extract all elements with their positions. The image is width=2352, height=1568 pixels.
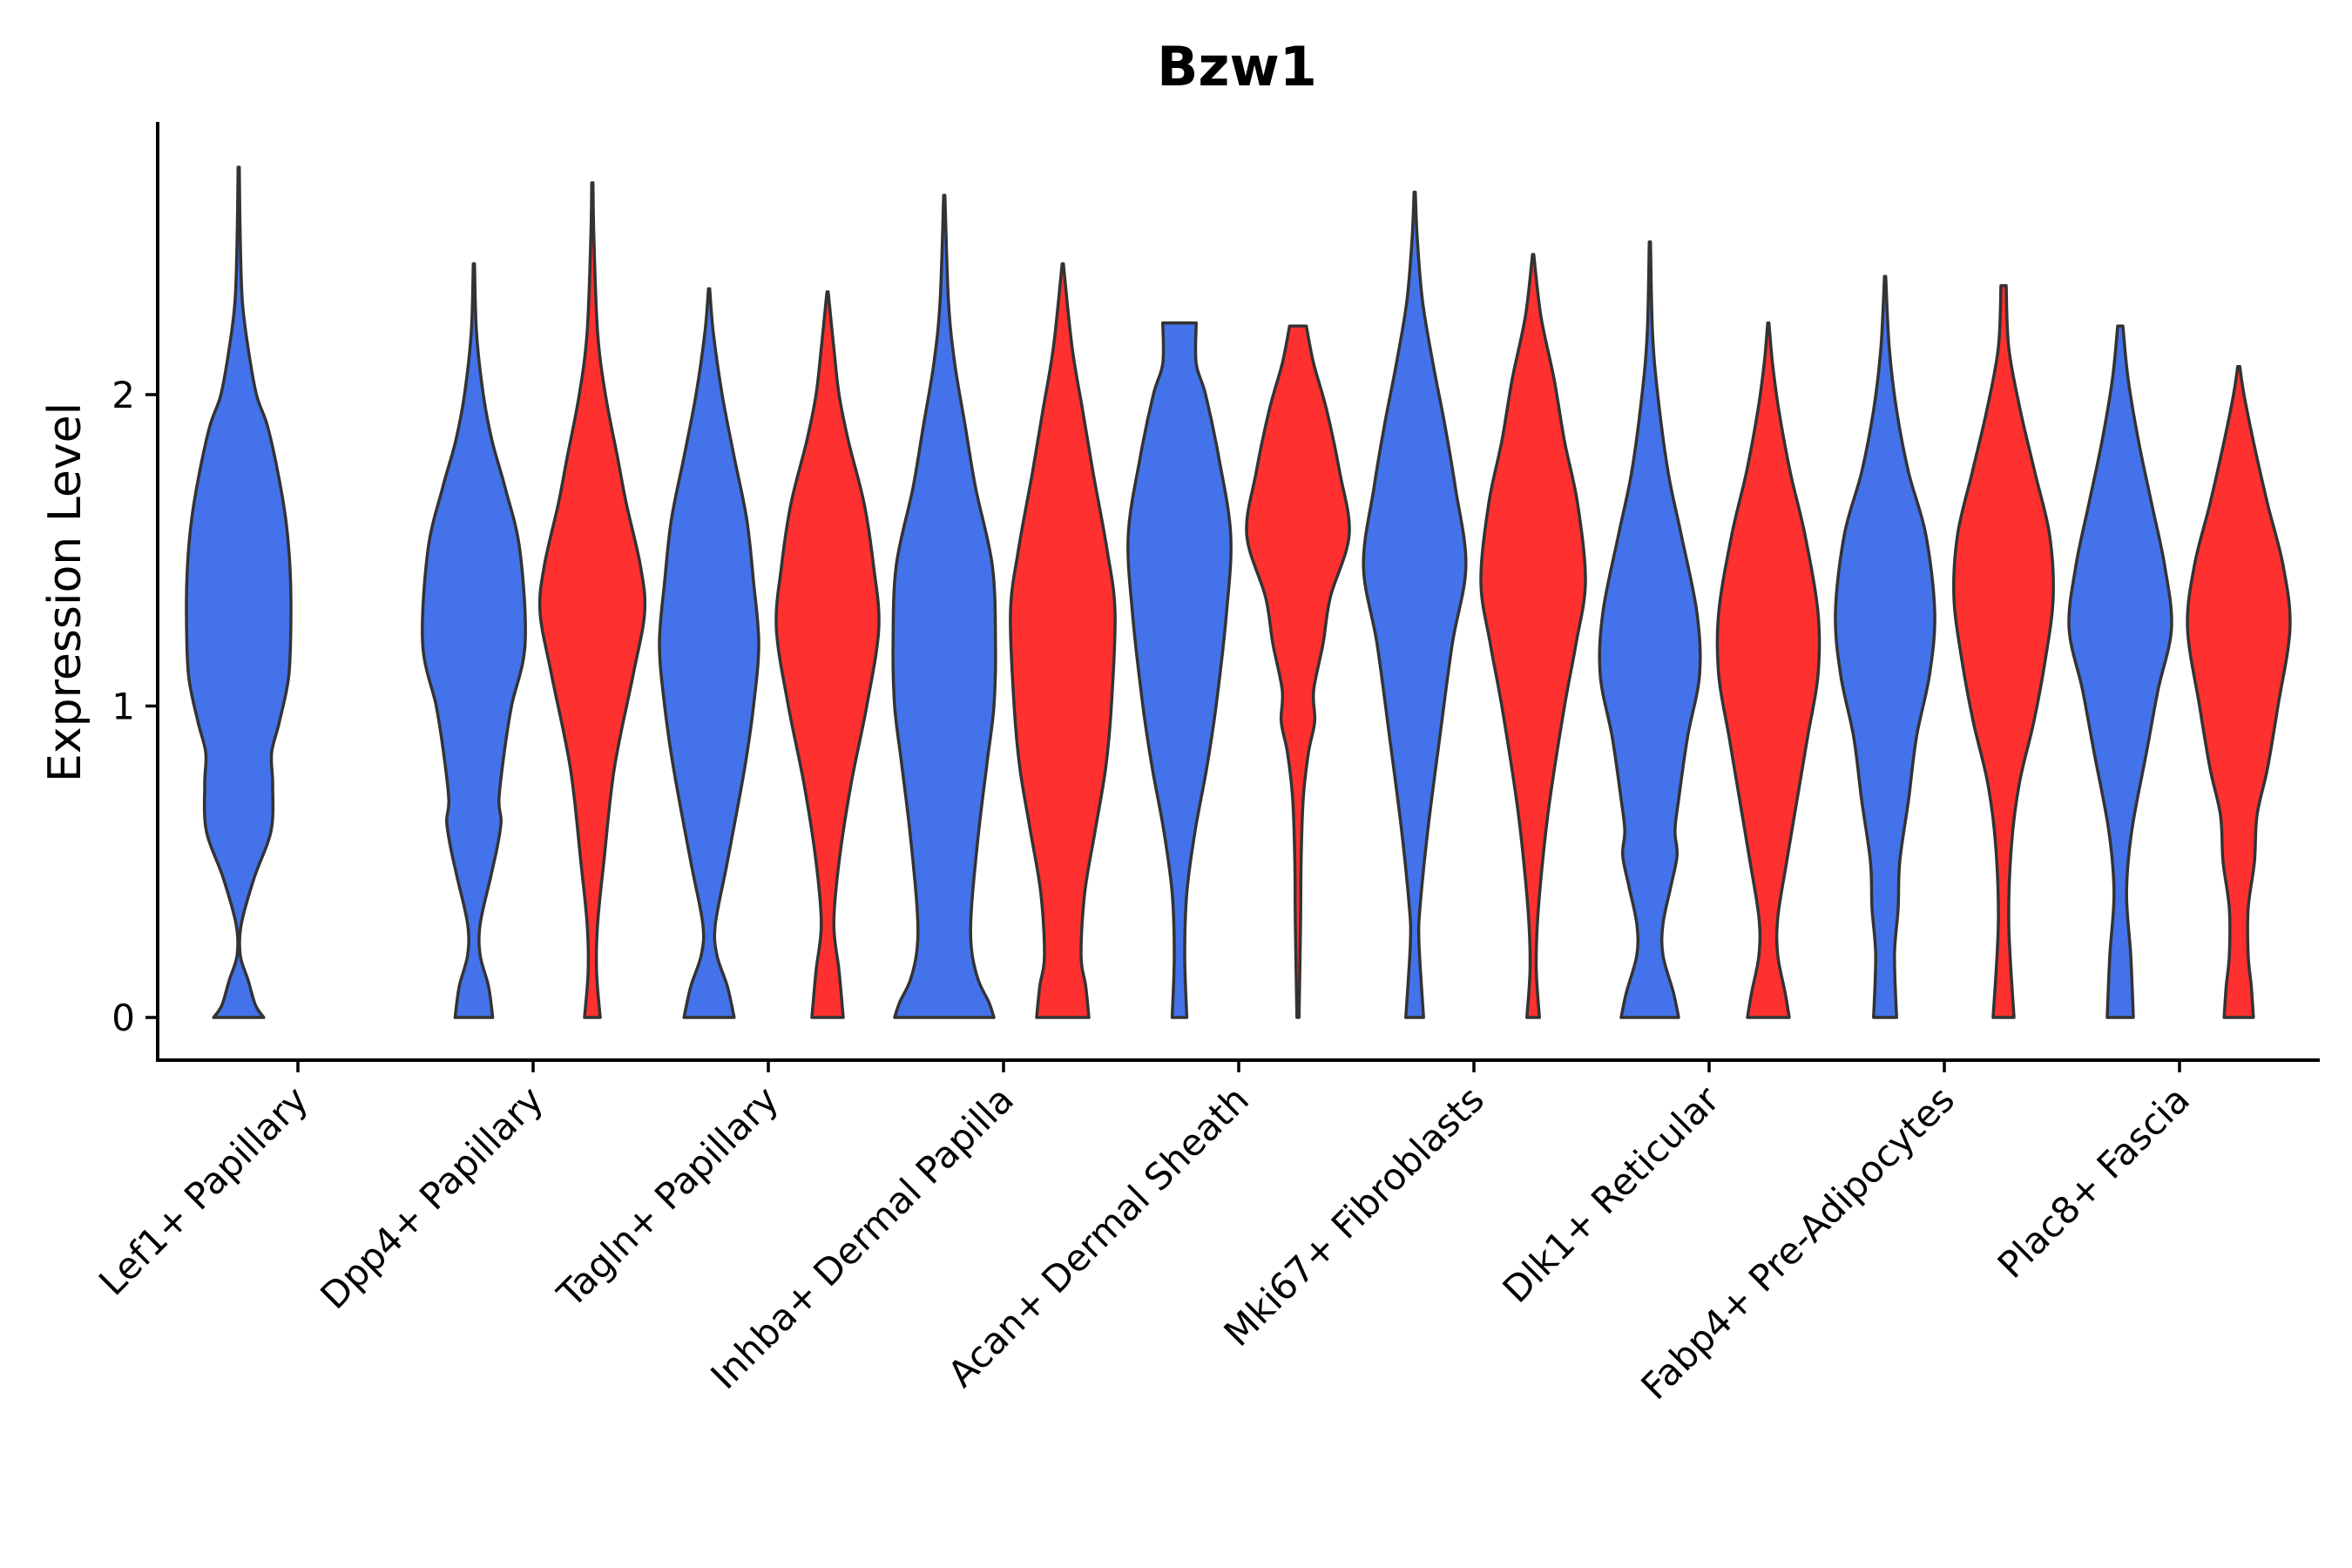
violin-dpp4-plus-papillary-group2 <box>537 181 647 1019</box>
y-tick-label: 1 <box>112 686 135 728</box>
y-tick-label: 2 <box>112 374 135 416</box>
violin-mki67-plus-fibroblasts-group1 <box>1362 190 1468 1019</box>
y-tick-label: 0 <box>112 997 135 1039</box>
x-tick-label-lef1-plus-papillary: Lef1+ Papillary <box>91 1078 316 1303</box>
y-axis-label: Expression Level <box>39 402 91 782</box>
violin-fabp4-plus-pre-adipocytes-group2 <box>1952 284 2055 1019</box>
violin-tagln-plus-papillary-group2 <box>774 290 881 1019</box>
violin-layer <box>185 166 2292 1019</box>
violin-plac8-plus-fascia-group1 <box>2067 324 2173 1019</box>
x-tick-label-mki67-plus-fibroblasts: Mki67+ Fibroblasts <box>1216 1078 1492 1354</box>
x-tick-label-dlk1-plus-reticular: Dlk1+ Reticular <box>1495 1078 1728 1311</box>
x-tick-label-dpp4-plus-papillary: Dpp4+ Papillary <box>312 1078 551 1317</box>
violin-fabp4-plus-pre-adipocytes-group1 <box>1834 274 1936 1019</box>
violin-acan-plus-dermal-sheath-group1 <box>1126 321 1233 1019</box>
violin-acan-plus-dermal-sheath-group2 <box>1245 324 1351 1019</box>
x-tick-label-tagln-plus-papillary: Tagln+ Papillary <box>549 1078 787 1315</box>
violin-mki67-plus-fibroblasts-group2 <box>1479 253 1587 1019</box>
chart-title: Bzw1 <box>1157 35 1317 98</box>
violin-plac8-plus-fascia-group2 <box>2186 365 2292 1019</box>
violin-tagln-plus-papillary-group1 <box>658 287 760 1019</box>
y-ticks: 0 1 2 <box>112 374 158 1039</box>
x-tick-label-plac8-plus-fascia: Plac8+ Fascia <box>1990 1078 2198 1286</box>
violin-dlk1-plus-reticular-group1 <box>1598 240 1702 1019</box>
violin-dlk1-plus-reticular-group2 <box>1715 321 1821 1019</box>
violin-lef1-plus-papillary-group1 <box>185 166 293 1019</box>
violin-dpp4-plus-papillary-group1 <box>421 262 527 1019</box>
violin-inhba-plus-dermal-papilla-group1 <box>891 193 997 1019</box>
violin-inhba-plus-dermal-papilla-group2 <box>1009 262 1117 1019</box>
